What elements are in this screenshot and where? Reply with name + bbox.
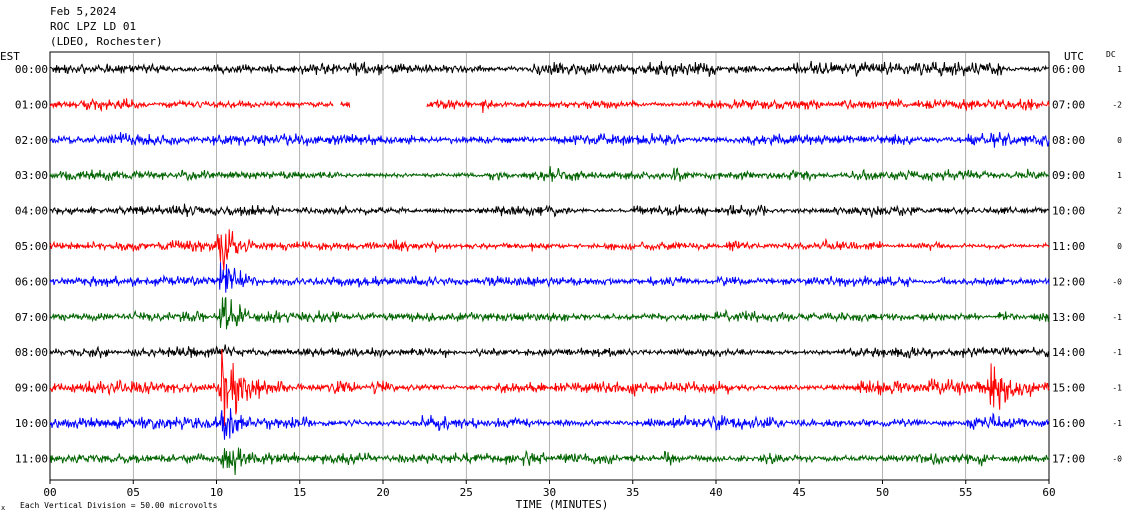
scale-note: Each Vertical Division = 50.00 microvolt… [20, 501, 218, 510]
x-ticks: 00 05 10 15 20 25 30 35 40 45 50 55 60 [43, 480, 1056, 499]
trace-0700 [49, 297, 1050, 330]
utc-row-label: 06:00 [1052, 63, 1085, 76]
est-row-label: 00:00 [15, 63, 48, 76]
x-tick-label: 20 [376, 486, 389, 499]
x-tick-label: 60 [1042, 486, 1055, 499]
est-row-label: 05:00 [15, 240, 48, 253]
trace-1100 [49, 447, 1050, 476]
header-network: (LDEO, Rochester) [50, 35, 163, 48]
x-tick-label: 25 [460, 486, 473, 499]
x-tick-label: 55 [959, 486, 972, 499]
est-row-label: 07:00 [15, 311, 48, 324]
trace-0000 [49, 60, 1050, 78]
dc-row-value: -1 [1112, 313, 1122, 322]
grid-lines [132, 52, 967, 480]
dc-row-value: 0 [1117, 136, 1122, 145]
est-row-label: 02:00 [15, 134, 48, 147]
trace-0500 [49, 229, 1050, 271]
x-tick-label: 40 [709, 486, 722, 499]
x-tick-label: 05 [127, 486, 140, 499]
est-row-label: 11:00 [15, 452, 48, 465]
right-axis-label: UTC [1064, 50, 1084, 63]
header-station: ROC LPZ LD 01 [50, 20, 136, 33]
header-date: Feb 5,2024 [50, 5, 117, 18]
dc-row-value: -1 [1112, 348, 1122, 357]
utc-row-label: 12:00 [1052, 275, 1085, 288]
trace-0100 [49, 97, 1050, 114]
dc-column-label: DC [1106, 50, 1116, 59]
left-axis-label: EST [0, 50, 20, 63]
trace-0200 [49, 131, 1050, 148]
dc-row-value: -0 [1112, 454, 1122, 463]
dc-row-value: -1 [1112, 419, 1122, 428]
est-row-label: 03:00 [15, 169, 48, 182]
x-tick-label: 35 [626, 486, 639, 499]
utc-row-label: 08:00 [1052, 134, 1085, 147]
dc-row-value: 1 [1117, 171, 1122, 180]
utc-row-label: 17:00 [1052, 452, 1085, 465]
trace-0900 [49, 348, 1050, 427]
est-row-label: 04:00 [15, 205, 48, 218]
x-tick-label: 15 [293, 486, 306, 499]
trace-0600 [49, 262, 1050, 293]
utc-row-label: 09:00 [1052, 169, 1085, 182]
dc-row-value: -2 [1112, 100, 1122, 109]
est-row-label: 08:00 [15, 346, 48, 359]
trace-0800 [49, 344, 1050, 360]
dc-row-value: -0 [1112, 277, 1122, 286]
utc-row-label: 07:00 [1052, 98, 1085, 111]
utc-row-label: 15:00 [1052, 382, 1085, 395]
x-tick-label: 45 [793, 486, 806, 499]
dc-row-value: -1 [1112, 384, 1122, 393]
trace-group [49, 60, 1050, 476]
utc-row-label: 14:00 [1052, 346, 1085, 359]
utc-row-label: 10:00 [1052, 205, 1085, 218]
est-row-label: 09:00 [15, 382, 48, 395]
est-row-label: 01:00 [15, 98, 48, 111]
x-tick-label: 50 [876, 486, 889, 499]
trace-1000 [49, 408, 1050, 440]
trace-0300 [49, 166, 1050, 183]
utc-row-label: 16:00 [1052, 417, 1085, 430]
corner-mark: x [1, 504, 5, 512]
utc-row-label: 11:00 [1052, 240, 1085, 253]
trace-0400 [49, 203, 1050, 219]
x-tick-label: 30 [543, 486, 556, 499]
dc-row-value: 1 [1117, 65, 1122, 74]
dc-row-value: 2 [1117, 207, 1122, 216]
est-row-label: 06:00 [15, 275, 48, 288]
utc-row-label: 13:00 [1052, 311, 1085, 324]
row-labels: 00:00 06:00 1 01:00 07:00 -2 02:00 08:00 0 03:00 0… [15, 63, 1122, 465]
x-tick-label: 00 [43, 486, 56, 499]
x-tick-label: 10 [210, 486, 223, 499]
dc-row-value: 0 [1117, 242, 1122, 251]
est-row-label: 10:00 [15, 417, 48, 430]
x-axis-label: TIME (MINUTES) [516, 498, 609, 511]
